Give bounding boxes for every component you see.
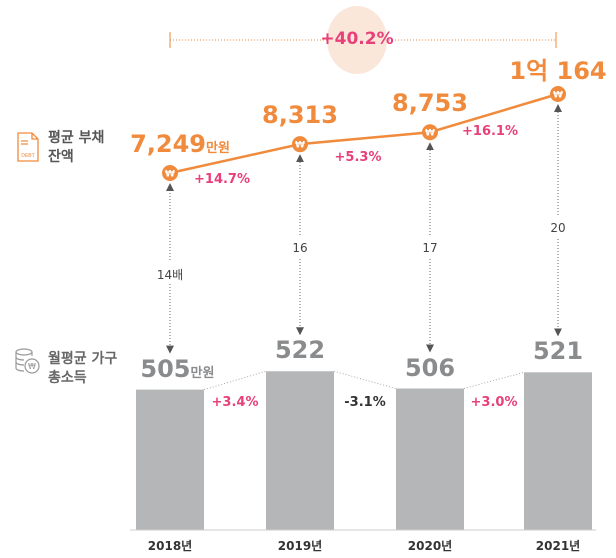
debt-value-label: 8,313 bbox=[262, 101, 338, 129]
won-icon: ₩ bbox=[295, 141, 305, 151]
year-label: 2021년 bbox=[535, 539, 581, 553]
income-change-label: +3.4% bbox=[211, 395, 259, 410]
svg-text:DEBT: DEBT bbox=[21, 153, 34, 159]
income-bar bbox=[524, 372, 592, 530]
debt-value-label: 8,753 bbox=[392, 89, 468, 117]
debt-value: 8,313 bbox=[262, 101, 338, 130]
ratio-label: 14배 bbox=[156, 266, 184, 283]
ratio-label: 17 bbox=[422, 241, 438, 255]
debt-value: 1억 164 bbox=[509, 57, 607, 85]
won-icon: ₩ bbox=[165, 170, 175, 180]
income-bar bbox=[136, 389, 204, 530]
debt-document-icon: DEBT bbox=[17, 132, 39, 162]
total-change-bubble bbox=[327, 6, 387, 74]
debt-line bbox=[169, 92, 559, 175]
debt-point bbox=[550, 86, 566, 103]
debt-change-label: +5.3% bbox=[334, 150, 382, 165]
debt-value: 8,753 bbox=[392, 89, 468, 118]
debt-value-label: 7,249만원 bbox=[130, 130, 230, 158]
debt-unit: 만원 bbox=[205, 141, 230, 156]
ratio-label: 16 bbox=[292, 241, 308, 255]
income-value-label: 506 bbox=[404, 353, 456, 382]
total-change-label: +40.2% bbox=[320, 29, 394, 49]
year-label: 2019년 bbox=[277, 539, 323, 553]
income-unit: 만원 bbox=[190, 365, 215, 381]
debt-point bbox=[422, 124, 438, 141]
svg-text:₩: ₩ bbox=[28, 362, 36, 371]
income-bar bbox=[266, 371, 334, 530]
income-connector bbox=[333, 370, 397, 390]
income-legend-label: 월평균 가구 총소득 bbox=[48, 351, 118, 386]
income-change-label: +3.0% bbox=[470, 395, 518, 410]
ratio-label: 20 bbox=[550, 221, 566, 235]
debt-change-label: +14.7% bbox=[194, 172, 250, 187]
coins-won-icon: ₩ bbox=[15, 348, 40, 374]
debt-change-label: +16.1% bbox=[462, 124, 518, 139]
won-icon: ₩ bbox=[553, 91, 563, 101]
won-icon: ₩ bbox=[425, 129, 435, 139]
debt-point bbox=[162, 165, 178, 181]
income-connector bbox=[463, 371, 525, 390]
debt-value: 7,249 bbox=[130, 130, 206, 158]
year-label: 2020년 bbox=[407, 539, 453, 553]
income-value-label: 522 bbox=[274, 336, 326, 365]
income-value-label: 505만원 bbox=[140, 354, 215, 383]
year-label: 2018년 bbox=[147, 539, 193, 553]
income-bar bbox=[396, 388, 464, 530]
income-change-label: -3.1% bbox=[344, 395, 386, 410]
income-value-label: 521 bbox=[532, 337, 584, 366]
debt-legend-label: 평균 부채 잔액 bbox=[48, 130, 105, 165]
debt-point bbox=[292, 136, 308, 153]
debt-value-label: 1억 164 bbox=[509, 51, 606, 86]
